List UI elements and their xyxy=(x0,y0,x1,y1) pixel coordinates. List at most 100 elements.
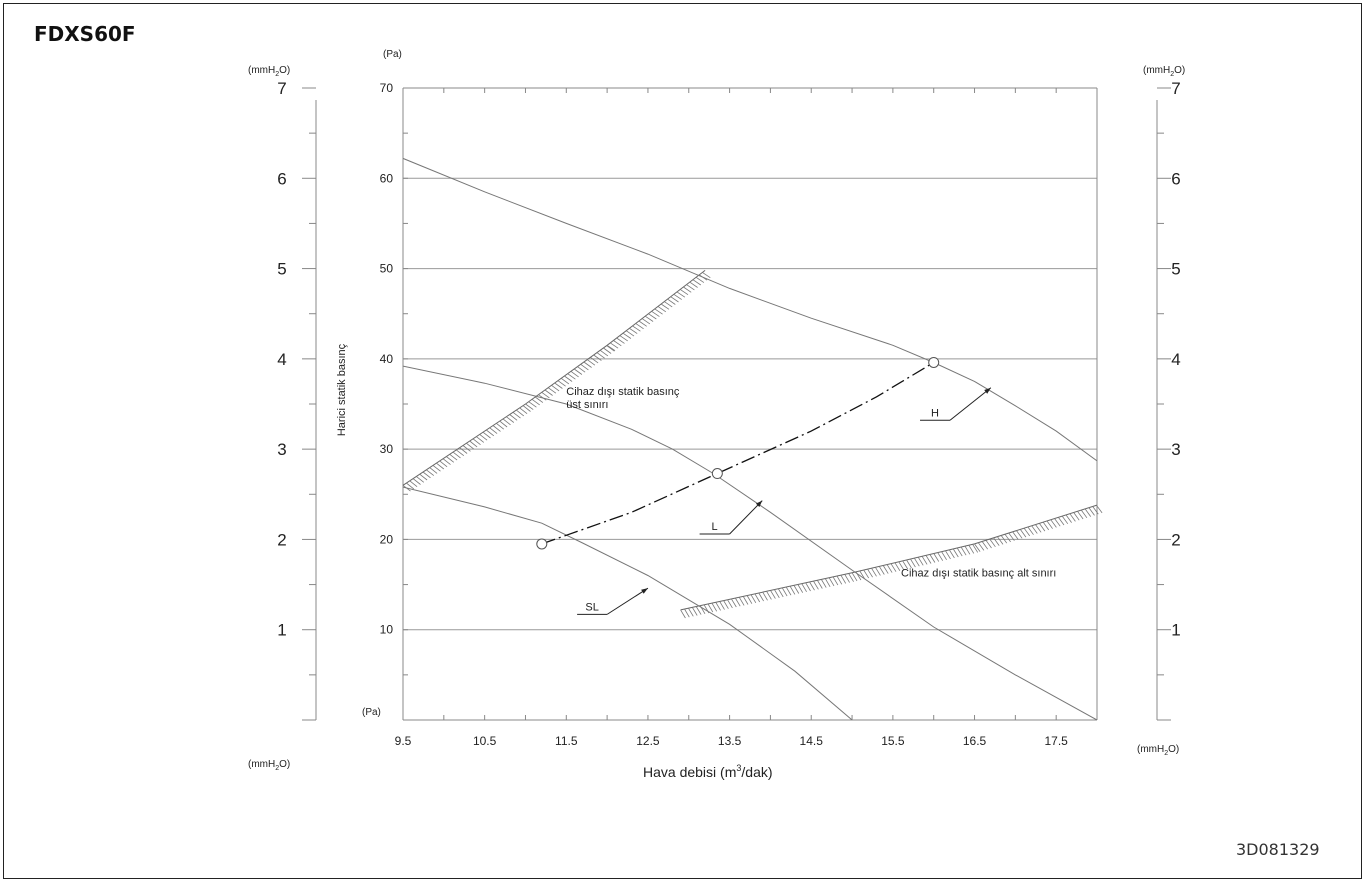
hatch-mark xyxy=(499,420,508,428)
hatch-mark xyxy=(512,411,521,419)
hatch-mark xyxy=(519,407,528,415)
hatch-mark xyxy=(785,586,792,596)
operating-points xyxy=(536,356,940,550)
hatch-mark xyxy=(1054,518,1061,527)
hatch-mark xyxy=(547,387,557,394)
hatch-mark xyxy=(1088,507,1095,516)
hatch-mark xyxy=(1031,525,1038,534)
hatch-mark xyxy=(416,476,425,483)
y-tick-label-mm-right: 7 xyxy=(1171,79,1180,98)
series-line-sl xyxy=(403,486,853,720)
y-tick-label-mm-right: 6 xyxy=(1171,169,1180,188)
hatch-mark xyxy=(654,308,663,315)
hatch-mark xyxy=(828,577,835,587)
hatch-mark xyxy=(894,562,901,572)
hatch-mark xyxy=(452,451,461,459)
hatch-mark xyxy=(871,567,877,577)
hatch-mark xyxy=(770,590,776,599)
grid-lines xyxy=(403,177,1097,631)
hatch-mark xyxy=(972,544,979,553)
axes xyxy=(302,87,1171,721)
series-label-sl: SL xyxy=(577,587,649,615)
hatch-mark xyxy=(734,597,741,607)
leader-line xyxy=(606,587,649,615)
hatch-mark xyxy=(719,601,725,610)
hatch-mark xyxy=(863,569,870,579)
hatch-mark xyxy=(683,286,692,293)
hatch-mark xyxy=(691,607,698,616)
hatch-mark xyxy=(506,416,515,423)
hatch-mark xyxy=(409,480,418,488)
hatch-mark xyxy=(664,301,673,308)
hatch-mark xyxy=(635,323,644,330)
y-tick-label-mm-left: 3 xyxy=(277,440,286,459)
hatch-mark xyxy=(580,363,589,371)
series-label-text: SL xyxy=(585,601,598,613)
hatch-mark xyxy=(422,471,431,479)
series-label-h: H xyxy=(920,387,992,421)
hatch-mark xyxy=(502,418,511,426)
hatch-mark xyxy=(882,565,889,574)
hatch-mark xyxy=(941,551,947,561)
hatch-mark xyxy=(949,549,955,559)
hatch-mark xyxy=(742,596,749,605)
unit-mm-right-bottom: (mmH2O) xyxy=(1137,744,1179,757)
x-tick-label: 12.5 xyxy=(636,734,660,748)
tick-labels: 9.5 10.5 11.5 12.5 13.5 14.5 15.5 16.5 17.5 10 20 3… xyxy=(277,79,1180,748)
hatch-mark xyxy=(684,608,690,618)
hatch-mark xyxy=(793,585,800,594)
hatch-mark xyxy=(746,595,753,604)
hatch-mark xyxy=(412,478,421,485)
operating-point-marker xyxy=(711,468,723,480)
operating-point-marker xyxy=(536,538,548,550)
hatch-mark xyxy=(544,389,553,396)
upper-limit-band-line xyxy=(402,270,706,486)
hatch-mark xyxy=(606,345,615,352)
unit-mm-left-top: (mmH2O) xyxy=(248,65,290,78)
hatch-mark xyxy=(890,563,897,572)
hatch-mark xyxy=(844,574,850,583)
hatch-mark xyxy=(590,356,599,364)
hatch-mark xyxy=(1004,534,1011,543)
hatch-mark xyxy=(913,557,920,567)
hatch-mark xyxy=(446,456,455,463)
hatch-mark xyxy=(629,327,638,334)
hatch-mark xyxy=(616,337,625,344)
hatch-mark xyxy=(1058,517,1065,526)
hatch-mark xyxy=(777,588,784,598)
hatch-mark xyxy=(1016,530,1023,539)
hatch-mark xyxy=(644,315,654,322)
hatch-mark xyxy=(731,598,737,608)
hatch-mark xyxy=(781,587,788,597)
y-tick-label-mm-right: 2 xyxy=(1171,530,1180,549)
hatch-mark xyxy=(952,548,959,558)
series-line-operating-line xyxy=(541,361,935,545)
x-tick-label: 16.5 xyxy=(963,734,987,748)
operating-point-marker xyxy=(928,356,940,368)
hatch-mark xyxy=(750,594,757,604)
hatch-mark xyxy=(641,318,651,325)
hatch-mark xyxy=(557,380,566,387)
hatch-mark xyxy=(622,332,632,339)
annotation-text-line2: üst sınırı xyxy=(566,399,608,411)
hatch-mark xyxy=(695,606,702,615)
hatch-mark xyxy=(525,403,534,410)
hatch-mark xyxy=(619,335,628,342)
hatch-mark xyxy=(667,298,676,305)
hatch-mark xyxy=(1019,529,1027,538)
hatch-mark xyxy=(560,377,570,385)
hatch-mark xyxy=(1035,524,1042,533)
hatch-mark xyxy=(439,460,448,468)
hatch-mark xyxy=(813,580,819,590)
series-line-h xyxy=(403,157,1097,462)
hatch-mark xyxy=(466,442,475,450)
hatch-mark xyxy=(981,541,989,550)
x-tick-label: 13.5 xyxy=(718,734,742,748)
hatch-mark xyxy=(442,458,451,465)
hatch-mark xyxy=(586,359,596,366)
hatch-mark xyxy=(824,578,831,588)
hatch-mark xyxy=(1046,520,1053,529)
hatch-mark xyxy=(993,537,1000,546)
hatch-mark xyxy=(534,396,544,403)
unit-mm-left-bottom: (mmH2O) xyxy=(248,759,290,772)
